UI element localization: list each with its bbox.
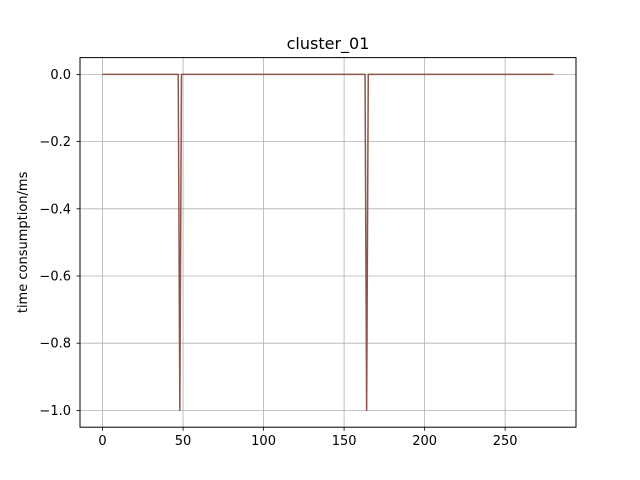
axis-ticks: 0 50 100 150 200 250 0.0 −0.2 −0.4 −0.6 −0.8 −1.0 — [39, 68, 517, 449]
chart-title: cluster_01 — [287, 34, 370, 54]
series-line-0 — [102, 73, 554, 412]
x-tick-label: 50 — [175, 434, 192, 449]
series-layer — [102, 73, 554, 412]
x-tick-label: 200 — [412, 434, 437, 449]
x-tick-label: 100 — [251, 434, 276, 449]
x-tick-label: 0 — [98, 434, 106, 449]
y-tick-label: −0.4 — [39, 202, 71, 217]
y-tick-label: −0.6 — [39, 270, 71, 285]
plot-frame — [79, 57, 577, 428]
y-tick-label: −1.0 — [39, 404, 71, 419]
x-tick-label: 250 — [493, 434, 518, 449]
y-axis-label: time consumption/ms — [16, 171, 31, 313]
y-tick-label: 0.0 — [50, 68, 71, 83]
y-tick-label: −0.2 — [39, 135, 71, 150]
x-tick-label: 150 — [332, 434, 357, 449]
y-tick-label: −0.8 — [39, 337, 71, 352]
